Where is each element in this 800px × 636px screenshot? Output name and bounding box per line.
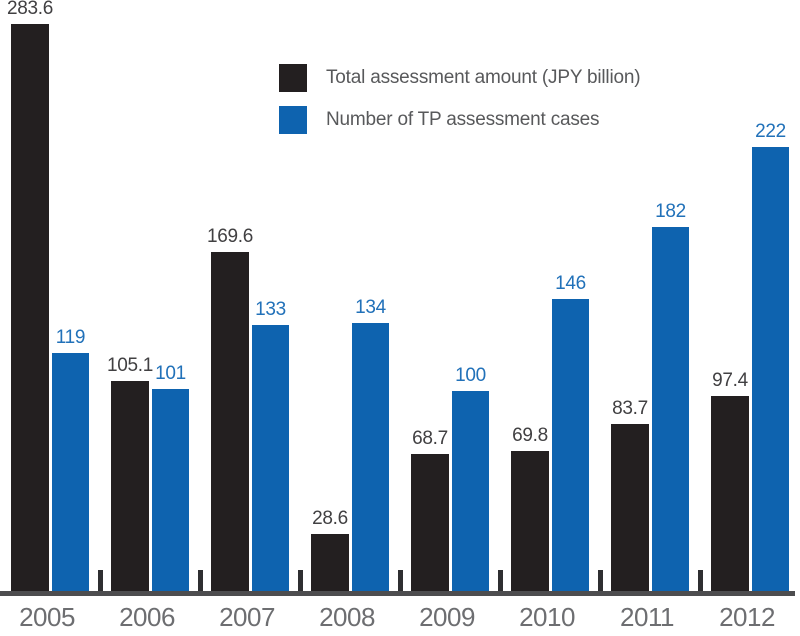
bar-total-assessment-amount-2009 [411, 453, 449, 591]
bar-total-assessment-amount-2007 [211, 251, 249, 591]
bar-total-assessment-amount-2006 [111, 380, 149, 591]
value-label-total-assessment-amount-2010: 69.8 [512, 425, 548, 447]
value-label-total-assessment-amount-2009: 68.7 [412, 427, 448, 449]
value-label-tp-assessment-cases-2006: 101 [155, 363, 186, 384]
legend-item-total-assessment: Total assessment amount (JPY billion) [279, 64, 641, 92]
value-label-total-assessment-amount-2006: 105.1 [106, 354, 154, 376]
x-axis-tick [497, 570, 503, 591]
bar-total-assessment-amount-2012 [711, 396, 749, 591]
x-axis-tick [97, 570, 103, 591]
bar-tp-assessment-cases-2008 [352, 323, 389, 591]
value-label-total-assessment-amount-2007: 169.6 [206, 225, 254, 247]
legend-label-tp-cases: Number of TP assessment cases [326, 109, 600, 130]
bar-tp-assessment-cases-2011 [652, 227, 689, 591]
x-axis-tick [197, 570, 203, 591]
bar-tp-assessment-cases-2005 [52, 353, 89, 591]
x-axis-label-2006: 2006 [119, 602, 175, 632]
value-label-total-assessment-amount-2012: 97.4 [712, 370, 748, 392]
legend-item-tp-cases: Number of TP assessment cases [279, 106, 640, 134]
x-axis-label-2009: 2009 [419, 602, 475, 632]
bar-tp-assessment-cases-2012 [752, 147, 789, 591]
bar-total-assessment-amount-2008 [311, 533, 349, 591]
x-axis-line [0, 591, 795, 596]
legend-label-total-assessment: Total assessment amount (JPY billion) [326, 67, 641, 88]
legend: Total assessment amount (JPY billion) Nu… [279, 64, 641, 148]
legend-swatch-total-assessment [279, 64, 307, 92]
value-label-tp-assessment-cases-2005: 119 [55, 327, 86, 348]
value-label-tp-assessment-cases-2010: 146 [555, 273, 586, 294]
value-label-total-assessment-amount-2011: 83.7 [612, 397, 648, 419]
x-axis-tick [697, 570, 703, 591]
value-label-total-assessment-amount-2008: 28.6 [312, 507, 348, 529]
value-label-total-assessment-amount-2005: 283.6 [6, 0, 54, 19]
bar-tp-assessment-cases-2009 [452, 391, 489, 591]
x-axis-label-2011: 2011 [620, 602, 674, 632]
value-label-tp-assessment-cases-2008: 134 [355, 297, 386, 318]
bar-tp-assessment-cases-2007 [252, 325, 289, 591]
x-axis-label-2005: 2005 [19, 602, 75, 632]
x-axis-label-2012: 2012 [719, 602, 775, 632]
value-label-tp-assessment-cases-2012: 222 [755, 121, 786, 142]
x-axis-label-2010: 2010 [519, 602, 575, 632]
x-axis-tick [597, 570, 603, 591]
bar-total-assessment-amount-2010 [511, 451, 549, 591]
bar-total-assessment-amount-2005 [11, 23, 49, 591]
x-axis-tick [397, 570, 403, 591]
x-axis-tick [297, 570, 303, 591]
x-axis-label-2007: 2007 [219, 602, 275, 632]
bar-tp-assessment-cases-2010 [552, 299, 589, 591]
bar-tp-assessment-cases-2006 [152, 389, 189, 591]
value-label-tp-assessment-cases-2009: 100 [455, 365, 486, 386]
x-axis-label-2008: 2008 [319, 602, 375, 632]
value-label-tp-assessment-cases-2007: 133 [255, 299, 286, 320]
bar-total-assessment-amount-2011 [611, 423, 649, 591]
legend-swatch-tp-cases [279, 106, 307, 134]
value-label-tp-assessment-cases-2011: 182 [655, 201, 686, 222]
